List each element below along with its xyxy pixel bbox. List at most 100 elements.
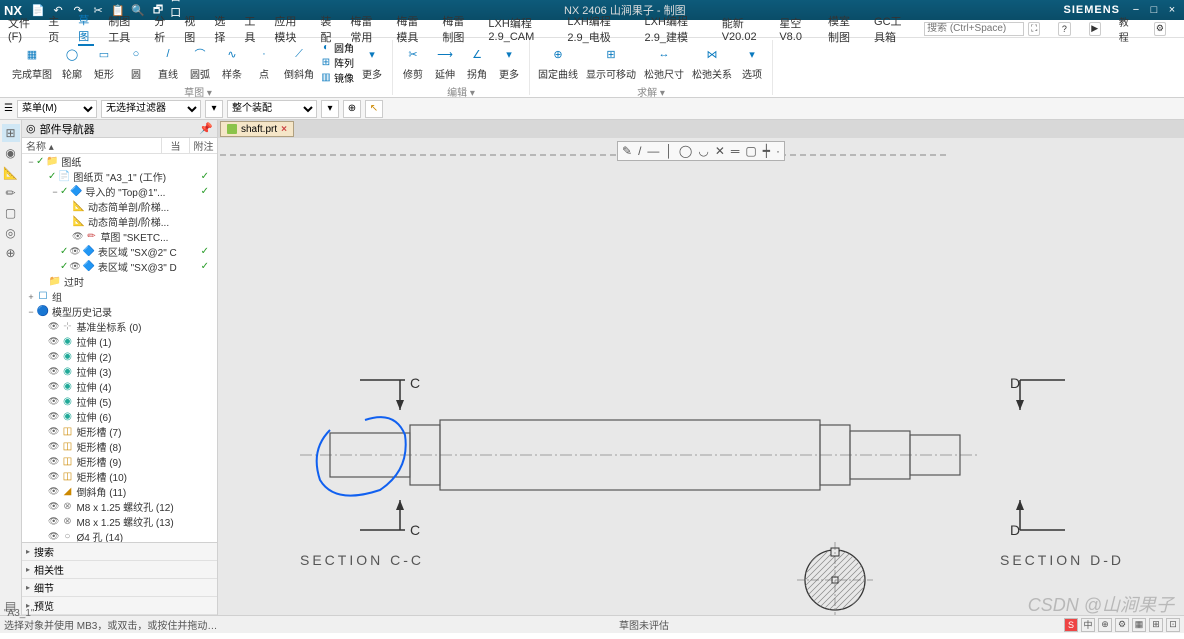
nav-section[interactable]: 预览 [22, 597, 217, 615]
tutorial-label[interactable]: 教程 [1119, 14, 1136, 44]
scope-btn[interactable]: ▾ [321, 100, 339, 118]
menu-item[interactable]: LXH编程2.9_CAM [488, 15, 553, 43]
status-icon[interactable]: ▦ [1132, 618, 1146, 632]
status-icon[interactable]: S [1064, 618, 1078, 632]
col-current[interactable]: 当 [162, 138, 190, 153]
ribbon-more[interactable]: ▾更多 [495, 40, 523, 84]
tree-row[interactable]: 👁⊹基准坐标系 (0) [22, 319, 217, 334]
status-icon[interactable]: ⊕ [1098, 618, 1112, 632]
ribbon-松弛尺寸[interactable]: ↔松弛尺寸 [642, 40, 686, 84]
nav-section[interactable]: 搜索 [22, 543, 217, 561]
ribbon-矩形[interactable]: ▭矩形 [90, 40, 118, 84]
tree-row[interactable]: ✓👁🔷表区域 "SX@2" C✓ [22, 244, 217, 259]
tree-row[interactable]: 👁◉拉伸 (2) [22, 349, 217, 364]
tree-row[interactable]: −✓🔷导入的 "Top@1"...✓ [22, 184, 217, 199]
menu-item[interactable]: 模室制图 [828, 13, 860, 45]
nav-tab-5[interactable]: ▢ [2, 204, 20, 222]
tree-row[interactable]: 👁◫矩形槽 (8) [22, 439, 217, 454]
ribbon-完成草图[interactable]: ▦完成草图 [10, 40, 54, 84]
tree-row[interactable]: 👁◫矩形槽 (9) [22, 454, 217, 469]
tree-row[interactable]: 📁过时 [22, 274, 217, 289]
filter-dropdown[interactable]: 无选择过滤器 [101, 100, 201, 118]
tree-row[interactable]: 👁◉拉伸 (6) [22, 409, 217, 424]
ribbon-倒斜角[interactable]: ⟋倒斜角 [282, 40, 316, 84]
filter-btn[interactable]: ▾ [205, 100, 223, 118]
ribbon-圆[interactable]: ○圆 [122, 40, 150, 84]
ribbon-small[interactable]: ⊞阵列 [320, 55, 354, 69]
nav-tab-2[interactable]: ◉ [2, 144, 20, 162]
sel-tool2[interactable]: ↖ [365, 100, 383, 118]
float-tool[interactable]: ═ [731, 144, 740, 158]
expand-icon[interactable]: ⛶ [1028, 22, 1040, 36]
help-icon[interactable]: ? [1058, 22, 1070, 36]
status-icon[interactable]: ⚙ [1115, 618, 1129, 632]
ribbon-more[interactable]: ▾选项 [738, 40, 766, 84]
tree-row[interactable]: ✓👁🔷表区域 "SX@3" D✓ [22, 259, 217, 274]
nav-tree[interactable]: −✓📁图纸✓📄图纸页 "A3_1" (工作)✓−✓🔷导入的 "Top@1"...… [22, 154, 217, 542]
nav-tab-6[interactable]: ◎ [2, 224, 20, 242]
menu-item[interactable]: 星空 V8.0 [779, 15, 814, 43]
tab-close-icon[interactable]: × [281, 124, 287, 135]
menu-dropdown[interactable]: 菜单(M) [17, 100, 97, 118]
float-tool[interactable]: ◡ [698, 144, 708, 158]
tree-row[interactable]: 👁◉拉伸 (1) [22, 334, 217, 349]
settings-icon[interactable]: ⚙ [1154, 22, 1166, 36]
ribbon-直线[interactable]: /直线 [154, 40, 182, 84]
sel-tool1[interactable]: ⊕ [343, 100, 361, 118]
nav-tab-parts[interactable]: ⊞ [2, 124, 20, 142]
tutorial-icon[interactable]: ▶ [1089, 22, 1101, 36]
float-tool[interactable]: / [638, 144, 641, 158]
tree-row[interactable]: 👁◉拉伸 (3) [22, 364, 217, 379]
ribbon-small[interactable]: ◐圆角 [320, 40, 354, 54]
ribbon-样条[interactable]: ∿样条 [218, 40, 246, 84]
ribbon-轮廓[interactable]: ◯轮廓 [58, 40, 86, 84]
ribbon-small[interactable]: ▥镜像 [320, 70, 354, 84]
status-icon[interactable]: ⊞ [1149, 618, 1163, 632]
status-icon[interactable]: ⊡ [1166, 618, 1180, 632]
ribbon-修剪[interactable]: ✂修剪 [399, 40, 427, 84]
ribbon-点[interactable]: ·点 [250, 40, 278, 84]
tree-row[interactable]: 👁◉拉伸 (5) [22, 394, 217, 409]
float-tool[interactable]: ▢ [745, 144, 756, 158]
ribbon-延伸[interactable]: ⟶延伸 [431, 40, 459, 84]
ribbon-拐角[interactable]: ∠拐角 [463, 40, 491, 84]
float-tool[interactable]: ┿ [763, 144, 770, 158]
nav-tab-3[interactable]: 📐 [2, 164, 20, 182]
nav-section[interactable]: 细节 [22, 579, 217, 597]
ribbon-固定曲线[interactable]: ⊕固定曲线 [536, 40, 580, 84]
float-tool[interactable]: ✕ [715, 144, 725, 158]
nav-tab-4[interactable]: ✏ [2, 184, 20, 202]
ribbon-显示可移动[interactable]: ⊞显示可移动 [584, 40, 638, 84]
tree-row[interactable]: 📐动态简单剖/阶梯... [22, 199, 217, 214]
tree-row[interactable]: 👁◢倒斜角 (11) [22, 484, 217, 499]
tree-row[interactable]: 👁✏草图 "SKETC... [22, 229, 217, 244]
scope-dropdown[interactable]: 整个装配 [227, 100, 317, 118]
nav-section[interactable]: 相关性 [22, 561, 217, 579]
ribbon-more[interactable]: ▾更多 [358, 40, 386, 84]
drawing-viewport[interactable]: ✎/—│◯◡✕═▢┿· CCDDSECTION C-CSECTION D-D [218, 138, 1184, 615]
float-tool[interactable]: — [647, 144, 659, 158]
float-tool[interactable]: ✎ [622, 144, 632, 158]
tree-row[interactable]: +☐组 [22, 289, 217, 304]
nav-tab-7[interactable]: ⊕ [2, 244, 20, 262]
tree-row[interactable]: 👁○Ø4 孔 (14) [22, 529, 217, 542]
tree-row[interactable]: 📐动态简单剖/阶梯... [22, 214, 217, 229]
tree-row[interactable]: ✓📄图纸页 "A3_1" (工作)✓ [22, 169, 217, 184]
menu-item[interactable]: 能新 V20.02 [722, 15, 766, 43]
float-tool[interactable]: · [776, 144, 780, 158]
tree-row[interactable]: −🔵模型历史记录 [22, 304, 217, 319]
col-note[interactable]: 附注 [190, 138, 217, 153]
col-name[interactable]: 名称 ▴ [22, 138, 162, 153]
status-icon[interactable]: 中 [1081, 618, 1095, 632]
float-tool[interactable]: ◯ [679, 144, 692, 158]
float-tool[interactable]: │ [665, 144, 673, 158]
search-input[interactable] [924, 22, 1024, 36]
tree-row[interactable]: 👁⊗M8 x 1.25 螺纹孔 (13) [22, 514, 217, 529]
tree-row[interactable]: 👁◫矩形槽 (7) [22, 424, 217, 439]
ribbon-圆弧[interactable]: ⌒圆弧 [186, 40, 214, 84]
ribbon-松弛关系[interactable]: ⋈松弛关系 [690, 40, 734, 84]
tree-row[interactable]: 👁◫矩形槽 (10) [22, 469, 217, 484]
menu-item[interactable]: GC工具箱 [874, 13, 910, 45]
pin-icon[interactable]: 📌 [199, 122, 213, 135]
menu-item[interactable]: 文件(F) [8, 15, 34, 43]
